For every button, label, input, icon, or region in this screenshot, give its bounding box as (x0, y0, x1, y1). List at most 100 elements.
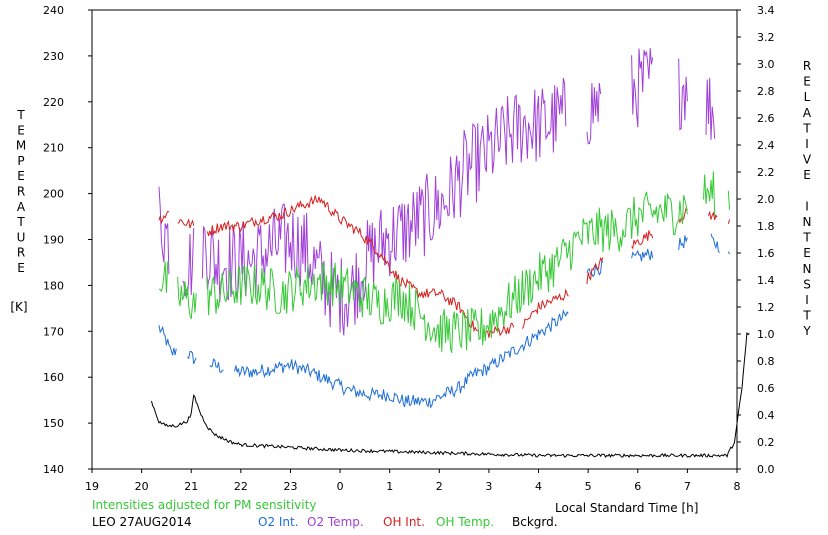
x-tick-label: 2 (436, 480, 443, 493)
site-date-label: LEO 27AUG2014 (92, 515, 192, 529)
x-tick-label: 19 (85, 480, 99, 493)
series-line (484, 322, 515, 338)
y-left-tick-label: 230 (43, 50, 64, 63)
y-right-label-letter: V (803, 153, 812, 167)
y-left-tick-label: 150 (43, 417, 64, 430)
series-line (710, 233, 720, 254)
x-tick-label: 8 (734, 480, 741, 493)
y-left-tick-label: 220 (43, 96, 64, 109)
y-right-label-letter: N (803, 215, 812, 229)
y-right-label-letter: T (802, 309, 811, 323)
legend-entry: Bckgrd. (512, 515, 558, 529)
y-left-tick-label: 190 (43, 234, 64, 247)
y-left-tick-label: 140 (43, 463, 64, 476)
y-left-unit: [K] (10, 300, 27, 314)
y-right-label-letter: I (805, 199, 809, 213)
y-left-label-letter: E (17, 261, 25, 275)
y-right-label-letter: S (803, 277, 811, 291)
series-line (201, 77, 567, 336)
y-right-tick-label: 1.0 (757, 328, 775, 341)
y-left-label-letter: E (17, 123, 25, 137)
y-right-tick-label: 2.8 (757, 85, 775, 98)
series-line (586, 83, 602, 145)
y-right-label-letter: E (803, 75, 811, 89)
series-line (727, 190, 731, 210)
series-line (206, 191, 688, 353)
x-tick-label: 20 (135, 480, 149, 493)
series-oh-int- (158, 195, 731, 338)
y-left-tick-label: 240 (43, 4, 64, 17)
y-right-tick-label: 0.0 (757, 463, 775, 476)
x-tick-label: 5 (585, 480, 592, 493)
x-tick-label: 4 (535, 480, 542, 493)
x-tick-label: 22 (234, 480, 248, 493)
series-line (158, 325, 177, 356)
y-right-tick-label: 1.2 (757, 301, 775, 314)
series-line (708, 210, 718, 221)
series-line (678, 58, 688, 131)
y-right-label-letter: N (803, 262, 812, 276)
series-line (586, 258, 604, 278)
y-left-label-letter: T (16, 215, 25, 229)
adjustment-note: Intensities adjusted for PM sensitivity (92, 498, 316, 512)
series-line (631, 48, 654, 128)
y-left-tick-label: 210 (43, 142, 64, 155)
y-left-label-letter: R (17, 185, 25, 199)
y-right-tick-label: 3.0 (757, 58, 775, 71)
x-tick-label: 21 (184, 480, 198, 493)
series-line (209, 358, 224, 374)
y-right-tick-label: 0.8 (757, 355, 775, 368)
series-line (158, 260, 170, 293)
y-right-label-letter: Y (802, 324, 811, 338)
y-left-label-letter: U (17, 230, 26, 244)
y-right-label-letter: T (802, 231, 811, 245)
series-line (705, 77, 716, 140)
series-line (678, 235, 688, 251)
x-tick-label: 1 (386, 480, 393, 493)
x-tick-label: 3 (485, 480, 492, 493)
y-left-tick-label: 170 (43, 325, 64, 338)
y-right-tick-label: 2.4 (757, 139, 775, 152)
series-o2-temp- (158, 48, 716, 336)
legend-entry: OH Temp. (436, 515, 494, 529)
y-left-label-letter: A (17, 200, 26, 214)
y-right-tick-label: 2.0 (757, 193, 775, 206)
series-line (631, 230, 654, 250)
y-left-label-letter: E (17, 169, 25, 183)
y-left-label-letter: R (17, 246, 25, 260)
legend-entry: O2 Int. (258, 515, 299, 529)
y-right-tick-label: 2.6 (757, 112, 775, 125)
y-right-tick-label: 3.2 (757, 31, 775, 44)
y-right-tick-label: 1.4 (757, 274, 775, 287)
series-line (177, 276, 197, 319)
series-line (703, 171, 716, 217)
y-right-tick-label: 1.8 (757, 220, 775, 233)
series-line (177, 218, 195, 229)
y-right-label-letter: L (804, 90, 811, 104)
y-right-tick-label: 0.6 (757, 382, 775, 395)
y-right-label-letter: A (803, 106, 812, 120)
y-right-tick-label: 2.2 (757, 166, 775, 179)
y-right-label-letter: I (805, 293, 809, 307)
x-axis-label: Local Standard Time [h] (555, 501, 698, 515)
y-right-tick-label: 0.4 (757, 409, 775, 422)
y-right-label-letter: T (802, 121, 811, 135)
series-oh-temp- (158, 171, 731, 353)
x-tick-label: 0 (337, 480, 344, 493)
series-line (586, 257, 604, 284)
legend-entry: O2 Temp. (307, 515, 364, 529)
series-line (151, 331, 750, 459)
y-right-label-letter: I (805, 137, 809, 151)
y-right-tick-label: 0.2 (757, 436, 775, 449)
y-left-label-letter: M (16, 139, 26, 153)
x-tick-label: 7 (684, 480, 691, 493)
y-left-tick-label: 200 (43, 188, 64, 201)
series-line (234, 308, 569, 409)
series-o2-int- (158, 233, 731, 409)
y-right-label-letter: E (803, 168, 811, 182)
x-tick-label: 6 (634, 480, 641, 493)
plot-frame (91, 9, 738, 470)
x-tick-label: 23 (283, 480, 297, 493)
